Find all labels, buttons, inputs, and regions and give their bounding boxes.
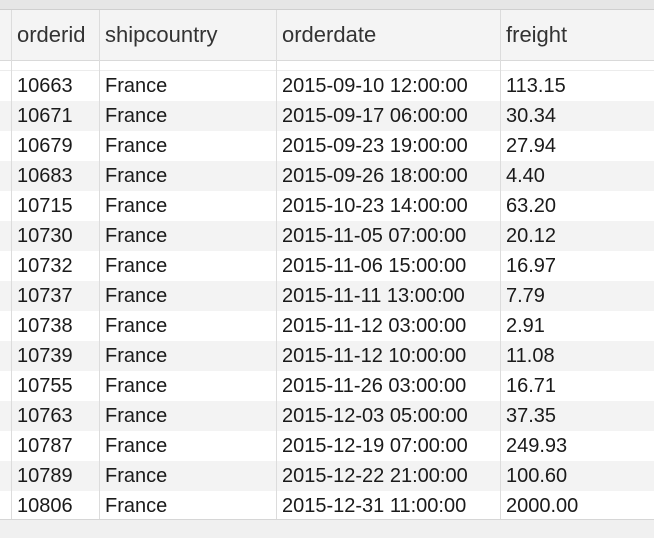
cell-orderid[interactable]: 10671: [17, 105, 73, 127]
cell-shipcountry[interactable]: France: [105, 315, 168, 337]
cell-shipcountry[interactable]: France: [105, 345, 168, 367]
bottom-status-bar: [0, 519, 654, 538]
cell-shipcountry[interactable]: France: [105, 375, 168, 397]
cell-freight[interactable]: 37.35: [506, 405, 557, 427]
cell-orderid[interactable]: 10787: [17, 435, 73, 457]
cell-shipcountry[interactable]: France: [105, 135, 168, 157]
cell-freight[interactable]: 100.60: [506, 465, 568, 487]
cell-orderid[interactable]: 10730: [17, 225, 73, 247]
column-header-shipcountry[interactable]: shipcountry: [105, 22, 218, 47]
column-divider[interactable]: [500, 10, 501, 519]
table-row[interactable]: 10806 France 2015-12-31 11:00:00 2000.00: [0, 491, 654, 521]
table-row[interactable]: 10755 France 2015-11-26 03:00:00 16.71: [0, 371, 654, 401]
cell-orderdate[interactable]: 2015-11-11 13:00:00: [282, 285, 465, 307]
cell-orderdate[interactable]: 2015-12-31 11:00:00: [282, 495, 467, 517]
partially-scrolled-row: [0, 61, 654, 71]
table-row[interactable]: 10663 France 2015-09-10 12:00:00 113.15: [0, 71, 654, 101]
table-row[interactable]: 10730 France 2015-11-05 07:00:00 20.12: [0, 221, 654, 251]
cell-freight[interactable]: 7.79: [506, 285, 545, 307]
table-row[interactable]: 10787 France 2015-12-19 07:00:00 249.93: [0, 431, 654, 461]
table-row[interactable]: 10739 France 2015-11-12 10:00:00 11.08: [0, 341, 654, 371]
table-row[interactable]: 10683 France 2015-09-26 18:00:00 4.40: [0, 161, 654, 191]
cell-shipcountry[interactable]: France: [105, 255, 168, 277]
grid-body: 10663 France 2015-09-10 12:00:00 113.15 1067…: [0, 71, 654, 521]
table-row[interactable]: 10715 France 2015-10-23 14:00:00 63.20: [0, 191, 654, 221]
cell-freight[interactable]: 249.93: [506, 435, 568, 457]
cell-orderid[interactable]: 10738: [17, 315, 73, 337]
cell-shipcountry[interactable]: France: [105, 405, 168, 427]
cell-freight[interactable]: 27.94: [506, 135, 557, 157]
cell-shipcountry[interactable]: France: [105, 195, 168, 217]
cell-orderdate[interactable]: 2015-11-05 07:00:00: [282, 225, 467, 247]
cell-freight[interactable]: 16.71: [506, 375, 557, 397]
cell-orderdate[interactable]: 2015-09-10 12:00:00: [282, 75, 468, 97]
column-divider[interactable]: [99, 10, 100, 519]
cell-shipcountry[interactable]: France: [105, 435, 168, 457]
cell-orderid[interactable]: 10755: [17, 375, 73, 397]
table-row[interactable]: 10789 France 2015-12-22 21:00:00 100.60: [0, 461, 654, 491]
table-row[interactable]: 10737 France 2015-11-11 13:00:00 7.79: [0, 281, 654, 311]
cell-shipcountry[interactable]: France: [105, 225, 168, 247]
cell-orderdate[interactable]: 2015-11-06 15:00:00: [282, 255, 467, 277]
cell-freight[interactable]: 11.08: [506, 345, 555, 367]
column-header-freight[interactable]: freight: [506, 22, 568, 47]
cell-orderdate[interactable]: 2015-11-26 03:00:00: [282, 375, 467, 397]
cell-freight[interactable]: 4.40: [506, 165, 545, 187]
cell-orderdate[interactable]: 2015-12-19 07:00:00: [282, 435, 468, 457]
cell-shipcountry[interactable]: France: [105, 495, 168, 517]
cell-freight[interactable]: 2000.00: [506, 495, 579, 517]
table-row[interactable]: 10738 France 2015-11-12 03:00:00 2.91: [0, 311, 654, 341]
column-divider: [11, 10, 12, 519]
cell-orderid[interactable]: 10739: [17, 345, 73, 367]
results-grid[interactable]: orderid shipcountry orderdate freight 10…: [0, 10, 654, 521]
cell-freight[interactable]: 20.12: [506, 225, 557, 247]
cell-freight[interactable]: 113.15: [506, 75, 566, 97]
grid-header: orderid shipcountry orderdate freight: [0, 10, 654, 61]
cell-orderid[interactable]: 10763: [17, 405, 73, 427]
cell-orderid[interactable]: 10663: [17, 75, 73, 97]
cell-orderdate[interactable]: 2015-11-12 03:00:00: [282, 315, 467, 337]
cell-orderdate[interactable]: 2015-12-03 05:00:00: [282, 405, 468, 427]
cell-orderdate[interactable]: 2015-09-17 06:00:00: [282, 105, 468, 127]
cell-orderdate[interactable]: 2015-12-22 21:00:00: [282, 465, 468, 487]
cell-freight[interactable]: 16.97: [506, 255, 557, 277]
table-row[interactable]: 10732 France 2015-11-06 15:00:00 16.97: [0, 251, 654, 281]
cell-freight[interactable]: 2.91: [506, 315, 545, 337]
cell-orderdate[interactable]: 2015-09-23 19:00:00: [282, 135, 468, 157]
cell-orderid[interactable]: 10732: [17, 255, 73, 277]
cell-orderdate[interactable]: 2015-09-26 18:00:00: [282, 165, 468, 187]
cell-orderdate[interactable]: 2015-11-12 10:00:00: [282, 345, 467, 367]
column-header-orderdate[interactable]: orderdate: [282, 22, 377, 47]
table-row[interactable]: 10763 France 2015-12-03 05:00:00 37.35: [0, 401, 654, 431]
cell-orderdate[interactable]: 2015-10-23 14:00:00: [282, 195, 468, 217]
toolbar-edge: [0, 0, 654, 10]
cell-orderid[interactable]: 10679: [17, 135, 73, 157]
cell-shipcountry[interactable]: France: [105, 165, 168, 187]
cell-orderid[interactable]: 10789: [17, 465, 73, 487]
cell-orderid[interactable]: 10737: [17, 285, 73, 307]
cell-shipcountry[interactable]: France: [105, 465, 168, 487]
cell-shipcountry[interactable]: France: [105, 105, 168, 127]
column-divider[interactable]: [276, 10, 277, 519]
table-row[interactable]: 10679 France 2015-09-23 19:00:00 27.94: [0, 131, 654, 161]
cell-freight[interactable]: 63.20: [506, 195, 557, 217]
column-header-orderid[interactable]: orderid: [17, 22, 86, 47]
cell-orderid[interactable]: 10806: [17, 495, 73, 517]
cell-orderid[interactable]: 10683: [17, 165, 73, 187]
cell-shipcountry[interactable]: France: [105, 75, 168, 97]
cell-freight[interactable]: 30.34: [506, 105, 557, 127]
table-row[interactable]: 10671 France 2015-09-17 06:00:00 30.34: [0, 101, 654, 131]
cell-orderid[interactable]: 10715: [17, 195, 73, 217]
cell-shipcountry[interactable]: France: [105, 285, 168, 307]
